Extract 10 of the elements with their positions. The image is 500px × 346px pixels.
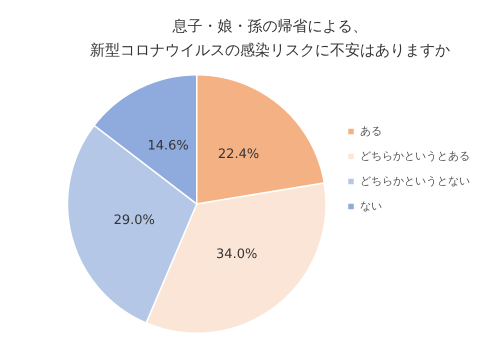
legend-label: どちらかというとない xyxy=(360,174,470,188)
data-label: 34.0% xyxy=(216,247,258,262)
legend-label: ある xyxy=(360,124,382,138)
data-label: 22.4% xyxy=(218,147,260,162)
chart-title: 息子・娘・孫の帰省による、 xyxy=(172,16,368,35)
legend-label: どちらかというとある xyxy=(360,149,470,162)
legend-label: ない xyxy=(360,199,382,212)
data-label: 14.6% xyxy=(147,138,189,154)
data-label: 29.0% xyxy=(114,212,155,228)
chart-subtitle: 新型コロナウイルスの感染リスクに不安はありますか xyxy=(90,40,450,59)
